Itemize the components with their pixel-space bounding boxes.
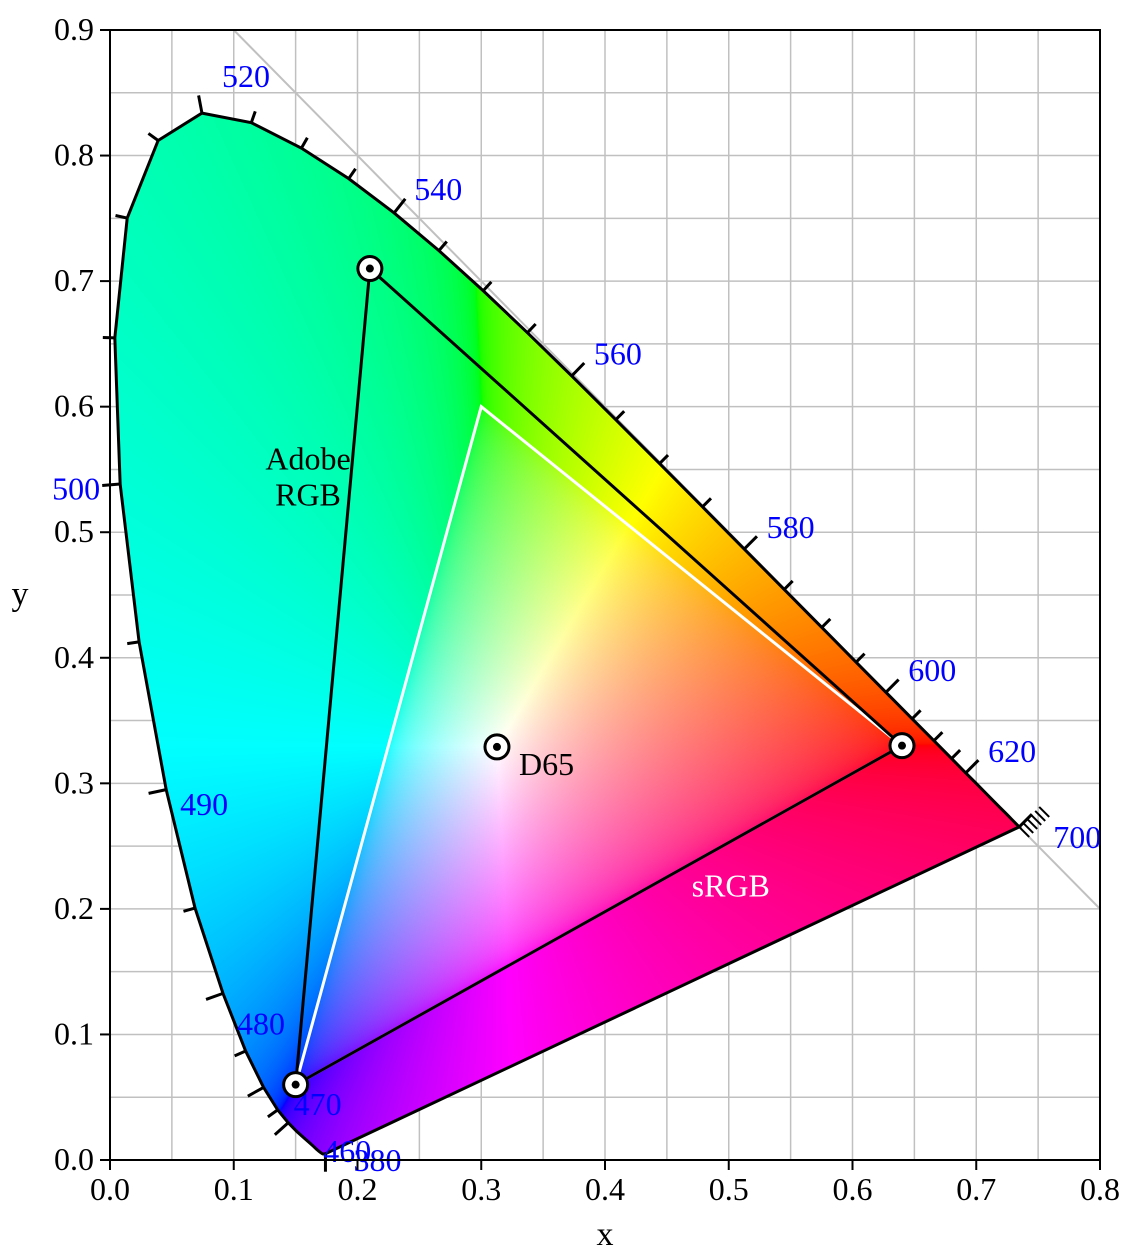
marker (890, 734, 914, 758)
srgb-label: sRGB (692, 867, 770, 903)
x-tick-label: 0.1 (214, 1171, 254, 1207)
wavelength-label: 620 (988, 733, 1036, 769)
x-tick-label: 0.3 (461, 1171, 501, 1207)
y-tick-label: 0.4 (54, 639, 94, 675)
x-tick-label: 0.7 (956, 1171, 996, 1207)
x-tick-label: 0.0 (90, 1171, 130, 1207)
x-tick-label: 0.4 (585, 1171, 625, 1207)
x-tick-label: 0.8 (1080, 1171, 1120, 1207)
y-tick-label: 0.9 (54, 11, 94, 47)
y-tick-label: 0.1 (54, 1015, 94, 1051)
wavelength-label: 460 (323, 1133, 371, 1169)
wavelength-label: 560 (594, 336, 642, 372)
marker (358, 257, 382, 281)
y-tick-label: 0.5 (54, 513, 94, 549)
wavelength-label: 600 (908, 652, 956, 688)
marker (485, 735, 509, 759)
y-tick-label: 0.8 (54, 137, 94, 173)
y-tick-label: 0.0 (54, 1141, 94, 1177)
wavelength-label: 580 (767, 509, 815, 545)
y-axis-label: y (12, 576, 29, 613)
y-tick-label: 0.3 (54, 764, 94, 800)
wavelength-label: 520 (222, 58, 270, 94)
wavelength-label: 540 (414, 171, 462, 207)
x-axis-label: x (597, 1216, 614, 1253)
x-tick-label: 0.2 (338, 1171, 378, 1207)
adobe-rgb-label: Adobe (265, 440, 350, 476)
x-tick-label: 0.5 (709, 1171, 749, 1207)
marker (284, 1073, 308, 1097)
wavelength-label: 490 (180, 786, 228, 822)
y-tick-label: 0.6 (54, 388, 94, 424)
wavelength-label: 500 (52, 470, 100, 506)
x-tick-label: 0.6 (833, 1171, 873, 1207)
wavelength-label: 700 (1053, 819, 1101, 855)
chromaticity-diagram: 380460470480490500520540560580600620700A… (0, 0, 1140, 1260)
adobe-rgb-label: RGB (275, 476, 341, 512)
y-tick-label: 0.7 (54, 262, 94, 298)
d65-label: D65 (519, 746, 574, 782)
wavelength-label: 480 (237, 1006, 285, 1042)
y-tick-label: 0.2 (54, 890, 94, 926)
